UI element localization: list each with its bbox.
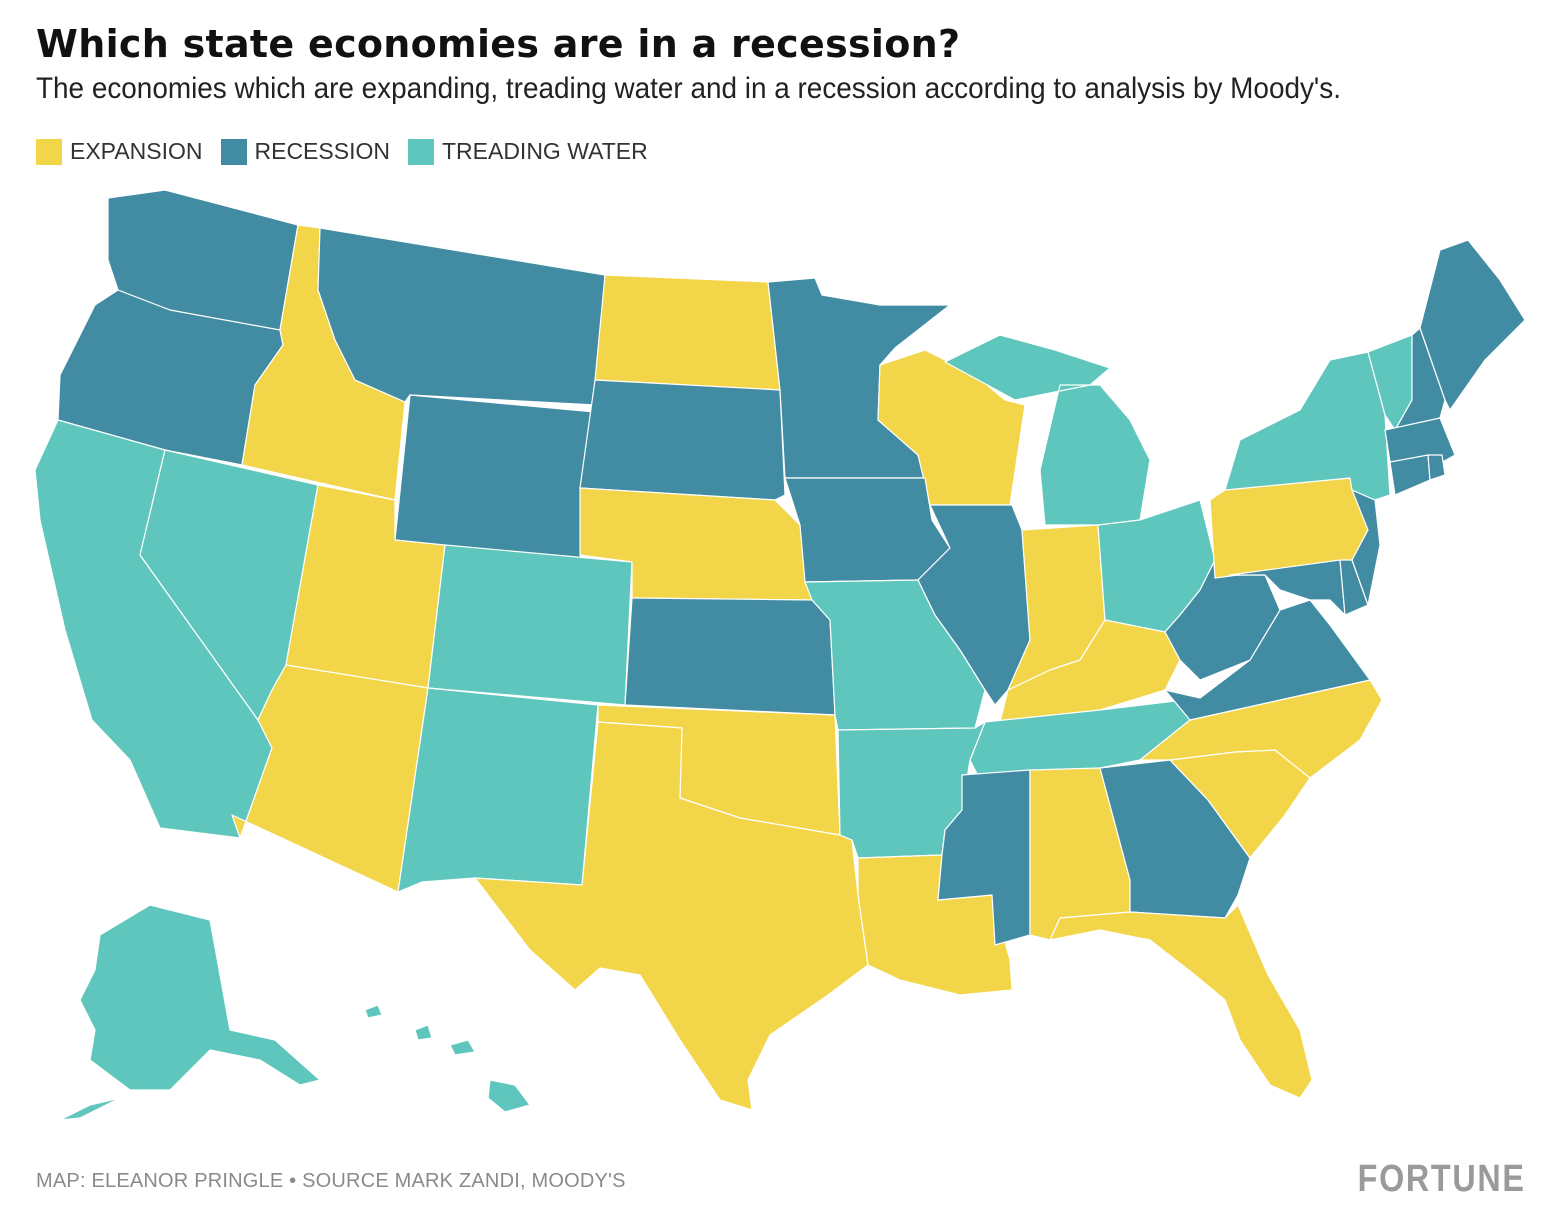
legend-swatch-expansion (36, 138, 62, 165)
map-subtitle: The economies which are expanding, tread… (36, 72, 1341, 105)
map-credit: MAP: ELEANOR PRINGLE • SOURCE MARK ZANDI… (36, 1170, 626, 1192)
state-virginia (1164, 599, 1371, 721)
legend-swatch-treading (407, 138, 434, 165)
state-texas (474, 721, 869, 1111)
legend-label-recession: RECESSION (254, 138, 390, 164)
state-maine (1419, 239, 1526, 411)
map-title: Which state economies are in a recession… (36, 22, 961, 66)
state-connecticut (1389, 454, 1431, 496)
state-south-dakota (579, 379, 786, 501)
legend-label-expansion: EXPANSION (70, 138, 203, 164)
legend-item-expansion: EXPANSION (36, 138, 203, 165)
legend-item-treading: TREADING WATER (407, 138, 648, 165)
state-wyoming (394, 394, 596, 561)
legend: EXPANSION RECESSION TREADING WATER (36, 138, 666, 165)
state-illinois (917, 504, 1031, 706)
state-alaska (59, 904, 321, 1121)
state-montana (317, 227, 606, 406)
state-colorado (427, 544, 633, 706)
state-iowa (784, 477, 951, 583)
state-new-mexico (397, 687, 599, 893)
legend-item-recession: RECESSION (220, 138, 390, 165)
legend-swatch-recession (220, 138, 247, 165)
state-north-dakota (594, 274, 781, 391)
legend-label-treading: TREADING WATER (441, 138, 648, 164)
brand-logo: FORTUNE (1357, 1158, 1526, 1200)
state-rhode-island (1427, 454, 1446, 481)
state-kansas (624, 597, 836, 716)
state-new-york (1224, 351, 1391, 501)
state-hawaii (364, 1004, 531, 1113)
state-florida (1049, 904, 1313, 1099)
